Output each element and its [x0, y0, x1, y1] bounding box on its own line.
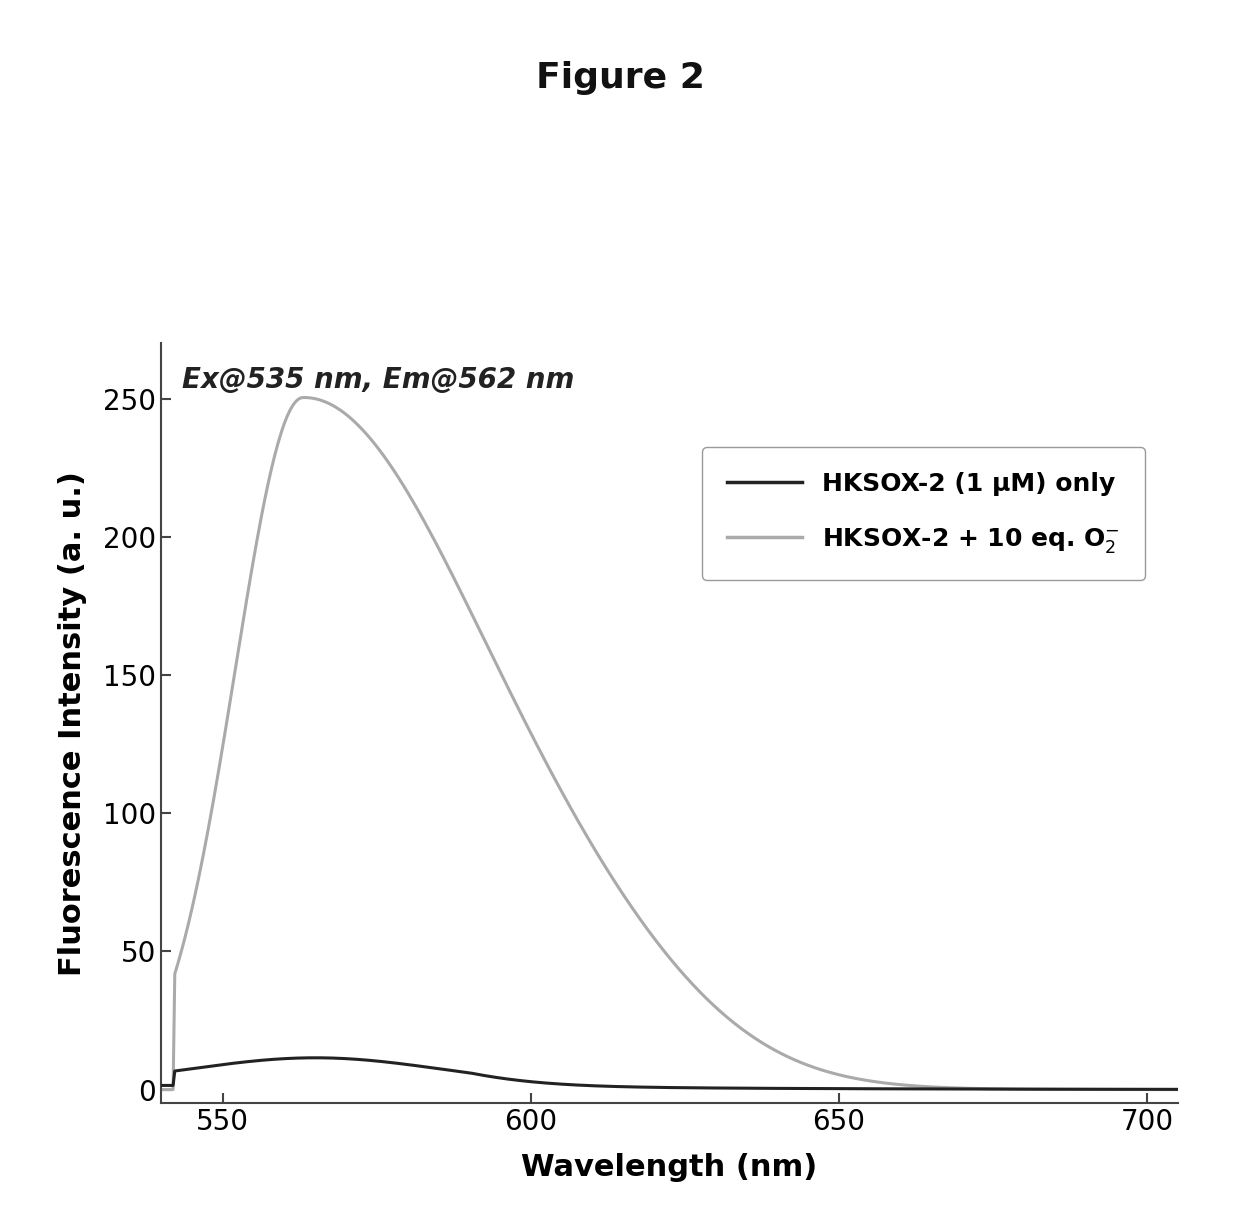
Text: Figure 2: Figure 2 [536, 61, 704, 96]
X-axis label: Wavelength (nm): Wavelength (nm) [522, 1152, 817, 1182]
Legend: HKSOX-2 (1 μM) only, HKSOX-2 + 10 eq. O$_2^{-}$: HKSOX-2 (1 μM) only, HKSOX-2 + 10 eq. O$… [702, 447, 1146, 580]
Text: Ex@535 nm, Em@562 nm: Ex@535 nm, Em@562 nm [181, 367, 574, 394]
Y-axis label: Fluorescence Intensity (a. u.): Fluorescence Intensity (a. u.) [57, 471, 87, 976]
